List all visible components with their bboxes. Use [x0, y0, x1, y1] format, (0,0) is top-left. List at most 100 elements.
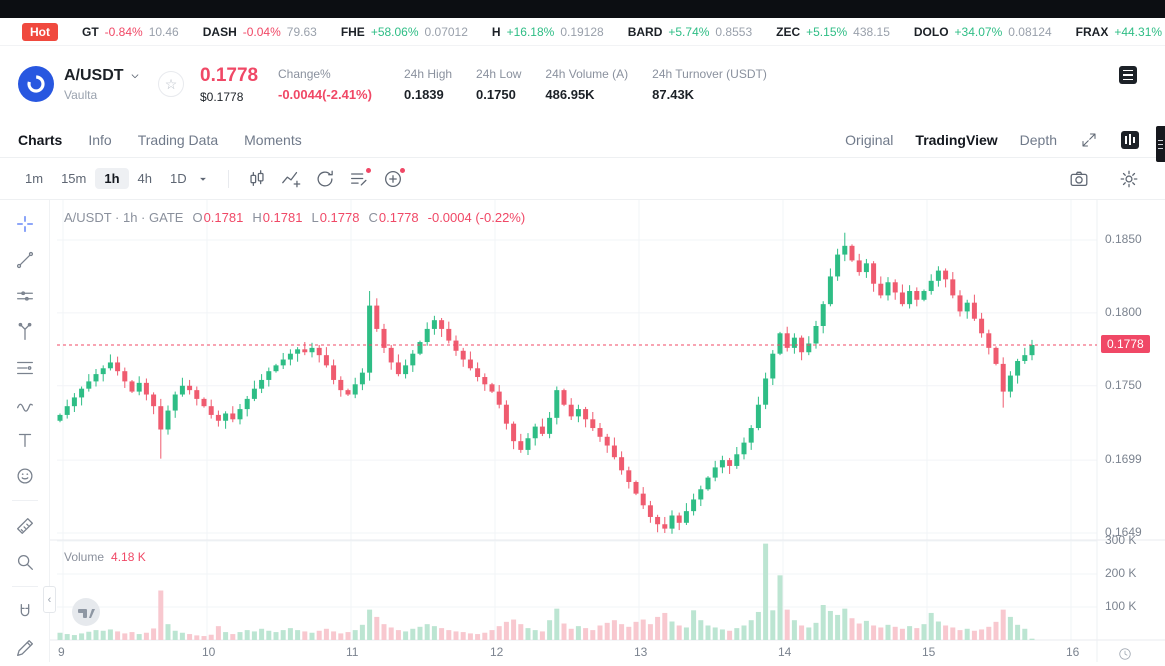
side-panel-handle[interactable]	[1156, 126, 1165, 162]
ticker-change: +58.06%	[370, 24, 419, 39]
last-price-tag: 0.1778	[1101, 334, 1150, 353]
volume-legend: Volume 4.18 K	[64, 550, 146, 564]
ticker-item[interactable]: FHE +58.06% 0.07012	[341, 25, 468, 39]
view-tradingview[interactable]: TradingView	[915, 131, 998, 148]
chart-legend: A/USDT · 1h · GATE O 0.1781 H 0.1781 L 0.17…	[64, 210, 526, 225]
stat-value: 0.1839	[404, 86, 444, 102]
ticker-symbol: DOLO	[913, 24, 949, 39]
chart-style-icon[interactable]	[1121, 130, 1139, 149]
notification-dot	[399, 167, 405, 173]
text-tool-icon[interactable]	[13, 428, 37, 451]
ticker-item[interactable]: DASH -0.04% 79.63	[203, 25, 317, 39]
axis-label: 0.1850	[1105, 232, 1142, 246]
horizontal-line-tool-icon[interactable]	[13, 284, 37, 307]
gear-icon[interactable]	[1115, 166, 1143, 192]
interval-1d[interactable]: 1D	[170, 171, 187, 186]
high-value: 0.1781	[262, 210, 303, 225]
ticker-item[interactable]: ZEC +5.15% 438.15	[776, 25, 890, 39]
stat-value: 0.1750	[476, 86, 516, 102]
view-depth[interactable]: Depth	[1019, 131, 1057, 148]
hot-badge[interactable]: Hot	[22, 22, 58, 41]
ticker-price: 0.19128	[560, 24, 604, 39]
edit-tool-icon[interactable]	[13, 636, 37, 659]
price-axis[interactable]: 0.1850 0.1800 0.1750 0.1699 0.1649 300 K 200 K…	[1097, 200, 1165, 662]
ticker-item[interactable]: BARD +5.74% 0.8553	[628, 25, 752, 39]
interval-dropdown-icon[interactable]	[196, 170, 214, 188]
ticker-item[interactable]: H +16.18% 0.19128	[492, 25, 604, 39]
ticker-change: -0.84%	[104, 24, 143, 39]
axis-label: 300 K	[1105, 533, 1137, 547]
chart-title: A/USDT · 1h · GATE	[64, 210, 184, 225]
tab-info[interactable]: Info	[88, 131, 112, 148]
clock-icon[interactable]	[1118, 647, 1132, 661]
layout-icon[interactable]	[1119, 66, 1137, 84]
emoji-tool-icon[interactable]	[13, 464, 37, 487]
candle-type-icon[interactable]	[243, 166, 271, 192]
drawing-toolbar	[0, 200, 50, 662]
volume-value: 4.18 K	[111, 550, 146, 564]
pitchfork-tool-icon[interactable]	[13, 320, 37, 343]
axis-label: 0.1750	[1105, 377, 1142, 392]
ticker-price: 10.46	[148, 24, 179, 39]
indicators-icon[interactable]	[277, 166, 305, 192]
interval-4h[interactable]: 4h	[137, 171, 152, 186]
volume-label: Volume	[64, 550, 105, 564]
toolbar-collapse-handle[interactable]: ‹	[43, 586, 56, 613]
ticker-price: 0.08124	[1008, 24, 1052, 39]
refresh-icon[interactable]	[311, 166, 339, 192]
zoom-tool-icon[interactable]	[13, 550, 37, 573]
interval-15m[interactable]: 15m	[61, 171, 87, 186]
chart-toolbar: 1m 15m 1h 4h 1D	[0, 158, 1165, 200]
stat-label: 24h Turnover (USDT)	[652, 66, 767, 81]
star-icon: ☆	[164, 75, 178, 92]
ticker-symbol: BARD	[627, 24, 663, 39]
change-value: -0.0004 (-0.22%)	[427, 210, 526, 225]
interval-1h[interactable]: 1h	[95, 168, 129, 189]
interval-1m[interactable]: 1m	[25, 171, 44, 186]
trendline-tool-icon[interactable]	[13, 248, 37, 271]
magnet-tool-icon[interactable]	[13, 600, 37, 623]
ticker-symbol: GT	[82, 24, 99, 39]
pair-logo-icon	[18, 66, 54, 102]
favorite-star-button[interactable]: ☆	[158, 71, 184, 97]
stat-value: 87.43K	[652, 86, 695, 102]
pair-selector[interactable]: A/USDT	[64, 67, 158, 85]
ticker-symbol: FRAX	[1075, 24, 1109, 39]
ticker-price: 0.8553	[715, 24, 753, 39]
price-chart[interactable]	[0, 200, 1165, 662]
change-value: -0.0044(-2.41%)	[278, 86, 372, 102]
view-original[interactable]: Original	[845, 131, 894, 148]
tab-charts[interactable]: Charts	[18, 131, 63, 148]
stat-label: 24h Volume (A)	[545, 66, 629, 81]
ticker-price: 79.63	[286, 24, 317, 39]
ticker-price: 438.15	[853, 24, 890, 39]
ticker-item[interactable]: DOLO +34.07% 0.08124	[914, 25, 1052, 39]
ticker-change: +5.15%	[806, 24, 848, 39]
order-list-icon[interactable]	[345, 166, 373, 192]
ticker-item[interactable]: FRAX+44.31%1.1365	[1076, 25, 1165, 39]
ticker-item[interactable]: GT -0.84% 10.46	[82, 25, 179, 39]
add-circle-icon[interactable]	[379, 166, 407, 192]
tab-moments[interactable]: Moments	[244, 131, 302, 148]
ticker-change: +34.07%	[954, 24, 1003, 39]
crosshair-tool-icon[interactable]	[13, 212, 37, 235]
ticker-symbol: DASH	[202, 24, 237, 39]
expand-icon[interactable]	[1079, 130, 1099, 150]
tab-trading-data[interactable]: Trading Data	[137, 131, 219, 148]
tradingview-watermark-icon	[70, 596, 102, 628]
toolbar-divider	[11, 500, 38, 501]
pair-header: A/USDT Vaulta ☆ 0.1778 $0.1778 Change% -…	[0, 46, 1165, 122]
ticker-symbol: H	[491, 24, 501, 39]
ticker-change: +44.31%	[1114, 24, 1163, 39]
ticker-change: +16.18%	[506, 24, 555, 39]
last-price: 0.1778	[200, 64, 259, 86]
camera-icon[interactable]	[1065, 166, 1093, 192]
brush-tool-icon[interactable]	[13, 392, 37, 415]
open-value: 0.1781	[203, 210, 244, 225]
ticker-symbol: ZEC	[776, 24, 801, 39]
ruler-tool-icon[interactable]	[13, 514, 37, 537]
change-label: Change%	[278, 66, 331, 81]
axis-label: 100 K	[1105, 599, 1137, 613]
ticker-change: +5.74%	[668, 24, 710, 39]
fib-retracement-tool-icon[interactable]	[13, 356, 37, 379]
